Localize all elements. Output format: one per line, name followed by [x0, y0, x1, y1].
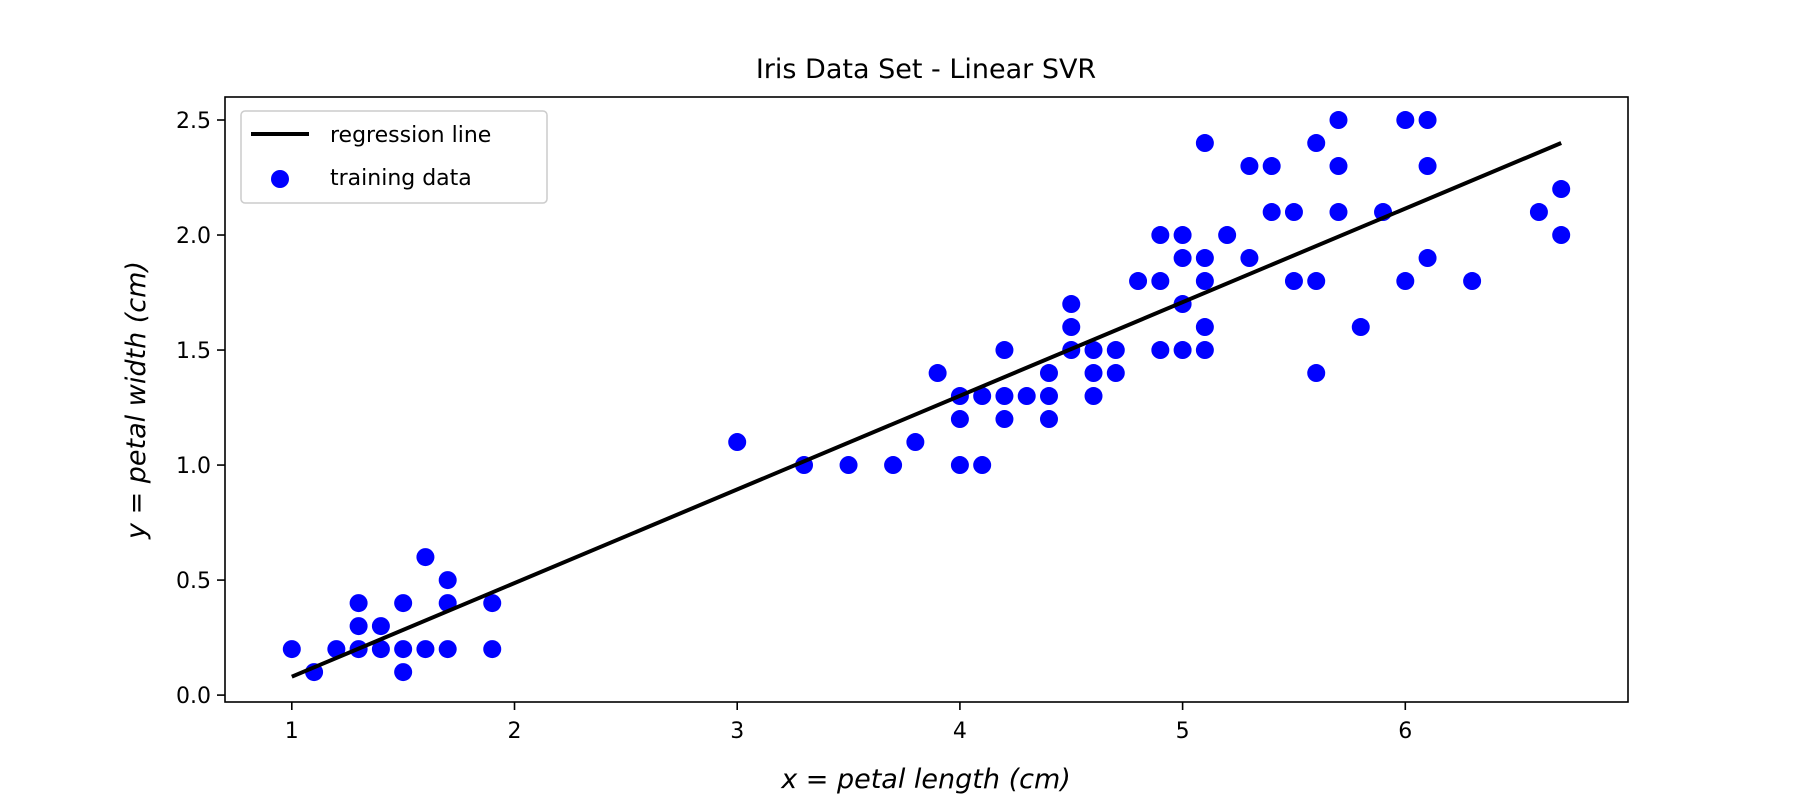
- training-data-point: [1284, 272, 1303, 291]
- training-data-point: [1173, 341, 1192, 360]
- training-data-point: [349, 594, 368, 613]
- training-data-point: [839, 456, 858, 475]
- training-data-point: [1329, 203, 1348, 222]
- x-tick-label: 6: [1398, 719, 1412, 744]
- x-tick-label: 2: [508, 719, 522, 744]
- training-data-point: [1418, 111, 1437, 130]
- training-data-point: [282, 640, 301, 659]
- legend-label-training: training data: [330, 166, 472, 191]
- training-data-point: [371, 617, 390, 636]
- y-tick-label: 2.0: [176, 224, 211, 249]
- training-data-point: [1307, 272, 1326, 291]
- training-data-point: [1552, 180, 1571, 199]
- training-data-point: [973, 387, 992, 406]
- training-data-point: [1307, 364, 1326, 383]
- training-data-point: [1129, 272, 1148, 291]
- training-data-point: [394, 663, 413, 682]
- training-data-point: [1552, 226, 1571, 245]
- training-data-point: [327, 640, 346, 659]
- axes-frame: [224, 96, 1629, 703]
- training-data-point: [1195, 249, 1214, 268]
- training-data-point: [483, 640, 502, 659]
- training-data-point: [995, 410, 1014, 429]
- training-data-point: [884, 456, 903, 475]
- training-data-point: [1039, 410, 1058, 429]
- training-data-point: [1195, 272, 1214, 291]
- y-tick-label: 2.5: [176, 109, 211, 134]
- training-data-point: [1039, 387, 1058, 406]
- regression-line: [291, 141, 1562, 679]
- training-data-point: [1062, 318, 1081, 337]
- training-data-point: [1151, 341, 1170, 360]
- training-data-point: [1084, 341, 1103, 360]
- training-data-point: [394, 640, 413, 659]
- training-data-point: [438, 640, 457, 659]
- training-data-point: [1329, 111, 1348, 130]
- training-data-point: [1039, 364, 1058, 383]
- training-data-point: [416, 640, 435, 659]
- training-data-point: [1529, 203, 1548, 222]
- y-tick-label: 1.0: [176, 454, 211, 479]
- training-data-point: [1173, 249, 1192, 268]
- training-data-point: [950, 456, 969, 475]
- x-tick-label: 5: [1176, 719, 1190, 744]
- y-tick-label: 0.0: [176, 684, 211, 709]
- training-data-point: [1351, 318, 1370, 337]
- x-axis: 1 2 3 4 5 6: [285, 702, 1412, 744]
- training-data-point: [1195, 134, 1214, 153]
- training-data-point: [416, 548, 435, 567]
- training-data-point: [394, 594, 413, 613]
- training-data-point: [906, 433, 925, 452]
- training-data-point: [1062, 295, 1081, 314]
- training-data-point: [438, 571, 457, 590]
- training-data-point: [1329, 157, 1348, 176]
- training-data-point: [1106, 341, 1125, 360]
- training-data-point: [1307, 134, 1326, 153]
- training-data-point: [950, 410, 969, 429]
- plot-area: [282, 111, 1571, 682]
- training-data-point: [995, 387, 1014, 406]
- x-tick-label: 4: [953, 719, 967, 744]
- training-data-point: [1151, 272, 1170, 291]
- training-data-point: [1084, 387, 1103, 406]
- y-tick-label: 1.5: [176, 339, 211, 364]
- training-data-point: [1195, 341, 1214, 360]
- x-axis-label: x = petal length (cm): [780, 764, 1071, 795]
- training-data-point: [995, 341, 1014, 360]
- training-data-point: [1173, 226, 1192, 245]
- training-data-point: [1151, 226, 1170, 245]
- legend: regression line training data: [240, 110, 548, 204]
- training-data-point: [1284, 203, 1303, 222]
- training-data-point: [1240, 249, 1259, 268]
- legend-label-regression: regression line: [330, 123, 491, 148]
- training-data-point: [1396, 272, 1415, 291]
- training-data-point: [1218, 226, 1237, 245]
- training-data-point: [1418, 249, 1437, 268]
- training-data-point: [1418, 157, 1437, 176]
- training-data-point: [1262, 203, 1281, 222]
- training-data-point: [973, 456, 992, 475]
- training-data-point: [1106, 364, 1125, 383]
- training-data-point: [1017, 387, 1036, 406]
- training-data-point: [371, 640, 390, 659]
- y-axis-label: y = petal width (cm): [121, 261, 152, 540]
- training-data-point: [928, 364, 947, 383]
- training-data-point: [728, 433, 747, 452]
- training-data-point: [1463, 272, 1482, 291]
- training-data-point: [1262, 157, 1281, 176]
- x-tick-label: 3: [730, 719, 744, 744]
- training-data-point: [1396, 111, 1415, 130]
- training-data-point: [1084, 364, 1103, 383]
- chart-title: Iris Data Set - Linear SVR: [756, 54, 1096, 85]
- x-tick-label: 1: [285, 719, 299, 744]
- y-tick-label: 0.5: [176, 569, 211, 594]
- training-data-point: [483, 594, 502, 613]
- y-axis: 0.0 0.5 1.0 1.5 2.0 2.5: [176, 109, 225, 709]
- legend-marker-swatch: [271, 170, 289, 188]
- legend-box: [240, 110, 548, 204]
- training-data-point: [349, 617, 368, 636]
- training-data-point: [1195, 318, 1214, 337]
- training-data-point: [1240, 157, 1259, 176]
